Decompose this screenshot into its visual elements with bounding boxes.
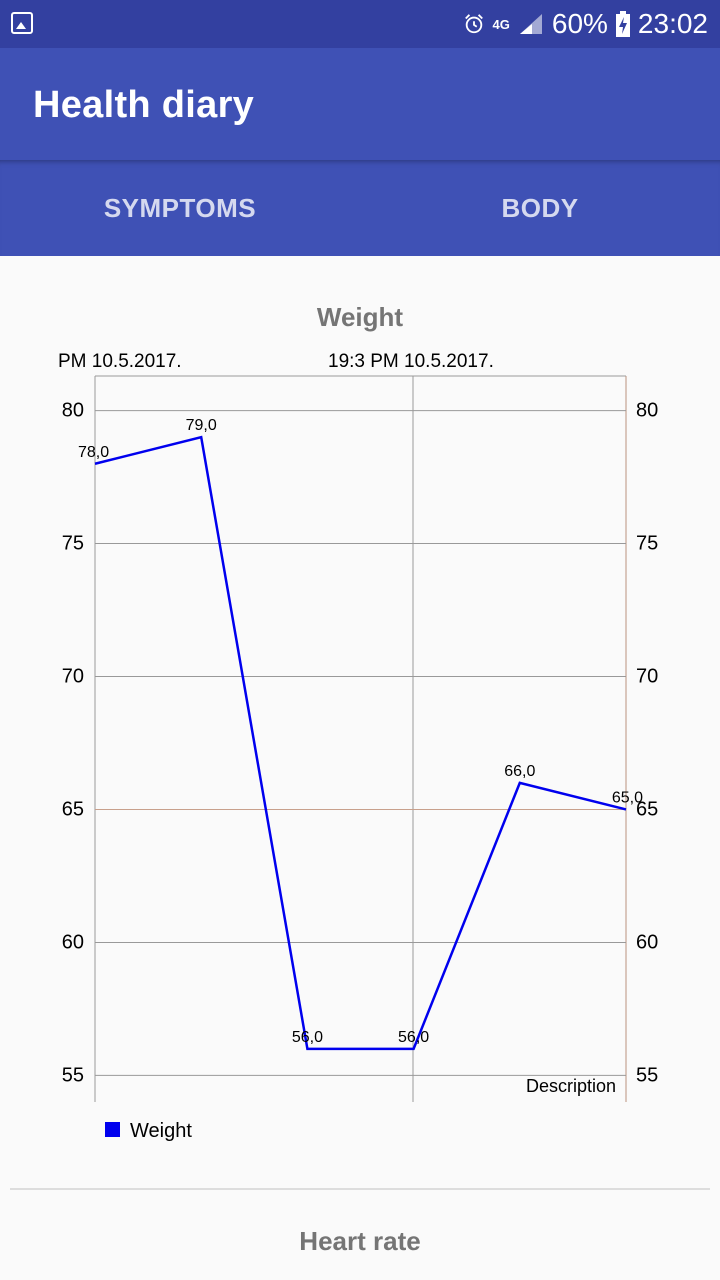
clock: 23:02 bbox=[637, 8, 708, 39]
y-tick-left: 55 bbox=[62, 1064, 84, 1086]
y-tick-right: 65 bbox=[636, 798, 658, 820]
y-tick-right: 60 bbox=[636, 931, 658, 953]
data-label: 79,0 bbox=[186, 417, 217, 434]
y-tick-left: 60 bbox=[62, 931, 84, 953]
y-tick-left: 80 bbox=[62, 400, 84, 422]
legend-swatch-weight bbox=[105, 1122, 120, 1137]
data-label: 56,0 bbox=[292, 1029, 323, 1046]
y-tick-left: 65 bbox=[62, 798, 84, 820]
data-label: 66,0 bbox=[504, 763, 535, 780]
data-label: 65,0 bbox=[612, 789, 643, 806]
gallery-icon bbox=[11, 12, 33, 34]
y-tick-right: 75 bbox=[636, 533, 658, 555]
status-bar: 4G 60% 23:02 bbox=[0, 0, 720, 48]
content: Weight PM 10.5.2017. 19:3 PM 10.5.2017. 55… bbox=[0, 256, 720, 1280]
y-tick-left: 75 bbox=[62, 533, 84, 555]
alarm-icon bbox=[464, 14, 483, 34]
weight-chart: PM 10.5.2017. 19:3 PM 10.5.2017. 55 55 60 60 6… bbox=[58, 351, 658, 1142]
y-tick-right: 80 bbox=[636, 400, 658, 422]
y-tick-left: 70 bbox=[62, 666, 84, 688]
legend-label-weight: Weight bbox=[130, 1120, 192, 1142]
chart-description: Description bbox=[526, 1076, 616, 1096]
y-tick-right: 70 bbox=[636, 666, 658, 688]
y-tick-right: 55 bbox=[636, 1064, 658, 1086]
app-title: Health diary bbox=[33, 84, 255, 126]
app-bar: Health diary bbox=[0, 48, 720, 160]
data-label: 56,0 bbox=[398, 1029, 429, 1046]
chart-title: Weight bbox=[316, 302, 404, 332]
data-label: 78,0 bbox=[78, 444, 109, 461]
tab-body[interactable]: BODY bbox=[501, 192, 579, 223]
tab-bar: SYMPTOMS BODY bbox=[0, 160, 720, 256]
series-line-weight bbox=[94, 435, 627, 1051]
tab-symptoms[interactable]: SYMPTOMS bbox=[103, 192, 257, 223]
x-axis-label: PM 10.5.2017. bbox=[58, 351, 182, 372]
network-type: 4G bbox=[492, 16, 510, 32]
divider bbox=[10, 1188, 710, 1190]
battery-icon bbox=[615, 11, 630, 37]
heart-rate-title: Heart rate bbox=[299, 1226, 421, 1256]
signal-icon bbox=[519, 14, 542, 34]
x-axis-label: 19:3 PM 10.5.2017. bbox=[328, 351, 494, 372]
battery-percent: 60% bbox=[551, 8, 608, 39]
